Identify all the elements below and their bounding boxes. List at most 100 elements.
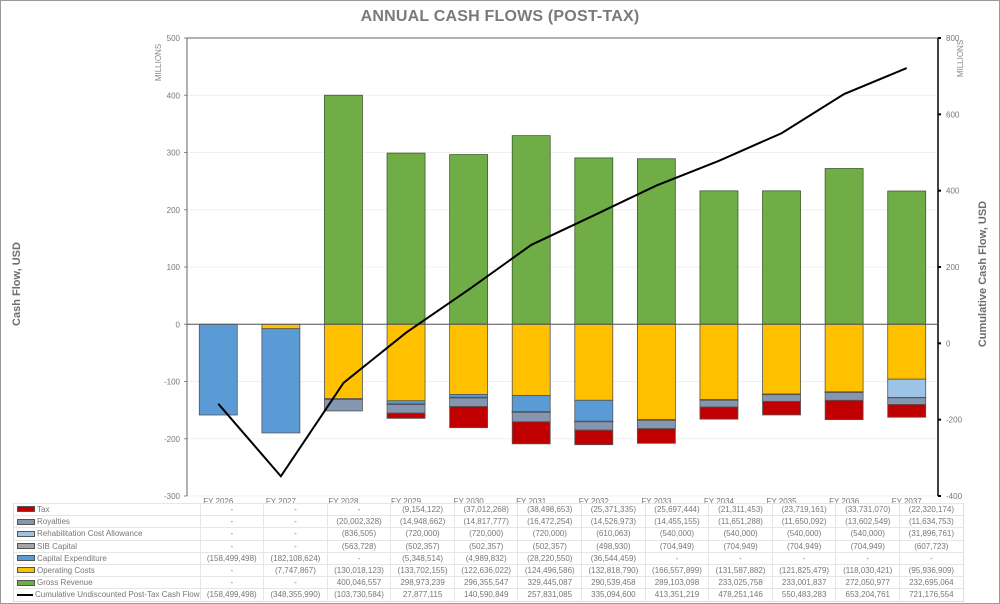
legend-label: Gross Revenue: [37, 578, 93, 588]
bar-segment-capital-expenditure: [511, 395, 551, 413]
bar-segment-royalties: [699, 399, 739, 408]
table-cell: 413,351,219: [644, 588, 709, 601]
table-cell: (31,896,761): [899, 527, 964, 541]
table-cell: (166,557,899): [644, 564, 709, 577]
table-cell: (23,719,161): [771, 503, 836, 516]
table-cell: 400,046,557: [326, 576, 391, 589]
bar-segment-capital-expenditure: [198, 323, 238, 416]
bar-segment-operating-costs: [824, 323, 864, 393]
table-cell: (13,602,549): [835, 515, 900, 528]
table-cell: (498,930): [581, 540, 646, 553]
table-cell: (95,936,909): [899, 564, 964, 577]
bar-segment-tax: [887, 404, 927, 418]
legend-label: Royalties: [37, 517, 70, 527]
table-cell: (563,728): [326, 540, 391, 553]
x-tick-label: FY 2037: [892, 497, 923, 506]
table-cell: -: [708, 552, 773, 565]
bar-segment-operating-costs: [887, 323, 927, 380]
legend-entry: Royalties: [13, 515, 201, 528]
chart-title: ANNUAL CASH FLOWS (POST-TAX): [360, 8, 640, 25]
table-cell: 27,877,115: [390, 588, 455, 601]
table-cell: (9,154,122): [390, 503, 455, 516]
bar-segment-operating-costs: [449, 323, 489, 395]
table-cell: 233,025,758: [708, 576, 773, 589]
bar-segment-royalties: [574, 421, 614, 431]
table-cell: (103,730,584): [326, 588, 391, 601]
bar-segment-royalties: [762, 394, 801, 402]
table-cell: -: [263, 515, 328, 528]
bar-segment-operating-costs: [324, 323, 363, 400]
y-tick-right: 600: [946, 110, 960, 119]
bar-segment-tax: [699, 406, 739, 420]
cumulative-cash-flow-line: [217, 67, 908, 478]
bar-segment-tax: [636, 428, 676, 444]
bar-segment-royalties: [824, 392, 864, 401]
table-cell: (502,357): [517, 540, 582, 553]
table-cell: (540,000): [644, 527, 709, 541]
table-cell: -: [263, 527, 328, 541]
legend-label: Tax: [37, 505, 50, 515]
table-cell: -: [899, 552, 964, 565]
table-cell: (131,587,882): [708, 564, 773, 577]
legend-label: SIB Capital: [37, 541, 78, 551]
bar-segment-operating-costs: [511, 323, 551, 396]
table-cell: 335,094,600: [581, 588, 646, 601]
table-cell: (121,825,479): [771, 564, 836, 577]
bar-segment-gross-revenue: [699, 190, 739, 325]
bar-segment-royalties: [449, 397, 489, 407]
legend-swatch-icon: [17, 567, 35, 574]
table-cell: -: [199, 576, 264, 589]
legend-entry: Gross Revenue: [13, 576, 201, 589]
table-cell: (130,018,123): [326, 564, 391, 577]
legend-swatch-icon: [17, 506, 35, 513]
bar-segment-royalties: [386, 404, 426, 414]
y-tick-right: 800: [946, 34, 960, 43]
table-cell: (21,311,453): [708, 503, 773, 516]
table-cell: (33,731,070): [835, 503, 900, 516]
table-cell: (11,650,092): [771, 515, 836, 528]
table-cell: (124,496,586): [517, 564, 582, 577]
table-cell: 257,831,085: [517, 588, 582, 601]
table-cell: (14,948,662): [390, 515, 455, 528]
bar-segment-royalties: [324, 399, 363, 412]
table-cell: 329,445,087: [517, 576, 582, 589]
x-tick-label: FY 2032: [579, 497, 610, 506]
table-cell: (704,949): [708, 540, 773, 553]
table-cell: 296,355,547: [453, 576, 518, 589]
table-row: Royalties - - (20,002,328) (14,948,662) (14,8…: [13, 515, 964, 528]
table-row: Rehabilitation Cost Allowance - - (836,505)…: [13, 527, 964, 541]
legend-label: Rehabilitation Cost Allowance: [37, 529, 143, 539]
table-cell: (11,634,753): [899, 515, 964, 528]
table-cell: (720,000): [453, 527, 518, 541]
table-cell: (14,455,155): [644, 515, 709, 528]
y-tick-left: 100: [167, 263, 181, 272]
x-tick-label: FY 2036: [829, 497, 860, 506]
y-tick-left: 300: [167, 149, 181, 158]
table-row: Cumulative Undiscounted Post-Tax Cash Fl…: [13, 588, 964, 601]
table-cell: -: [199, 515, 264, 528]
y-tick-right: 0: [946, 339, 951, 348]
table-cell: (16,472,254): [517, 515, 582, 528]
table-cell: (14,526,973): [581, 515, 646, 528]
bar-segment-operating-costs: [261, 323, 301, 330]
legend-entry: SIB Capital: [13, 540, 201, 553]
bar-segment-gross-revenue: [887, 190, 927, 325]
table-cell: (38,498,653): [517, 503, 582, 516]
table-cell: (14,817,777): [453, 515, 518, 528]
table-cell: -: [326, 503, 391, 516]
y-tick-left: -100: [164, 378, 181, 387]
table-row: Operating Costs - (7,747,867) (130,018,123)…: [13, 564, 964, 577]
bar-segment-gross-revenue: [386, 152, 426, 325]
x-tick-label: FY 2028: [328, 497, 359, 506]
table-cell: (502,357): [453, 540, 518, 553]
x-tick-label: FY 2029: [391, 497, 422, 506]
table-cell: (540,000): [708, 527, 773, 541]
table-cell: -: [263, 503, 328, 516]
table-cell: -: [771, 552, 836, 565]
legend-label: Cumulative Undiscounted Post-Tax Cash Fl…: [35, 590, 200, 600]
bar-segment-royalties: [636, 419, 676, 429]
y-tick-left: -300: [164, 492, 181, 501]
table-cell: (133,702,155): [390, 564, 455, 577]
bar-segment-tax: [762, 400, 801, 416]
table-cell: (37,012,268): [453, 503, 518, 516]
